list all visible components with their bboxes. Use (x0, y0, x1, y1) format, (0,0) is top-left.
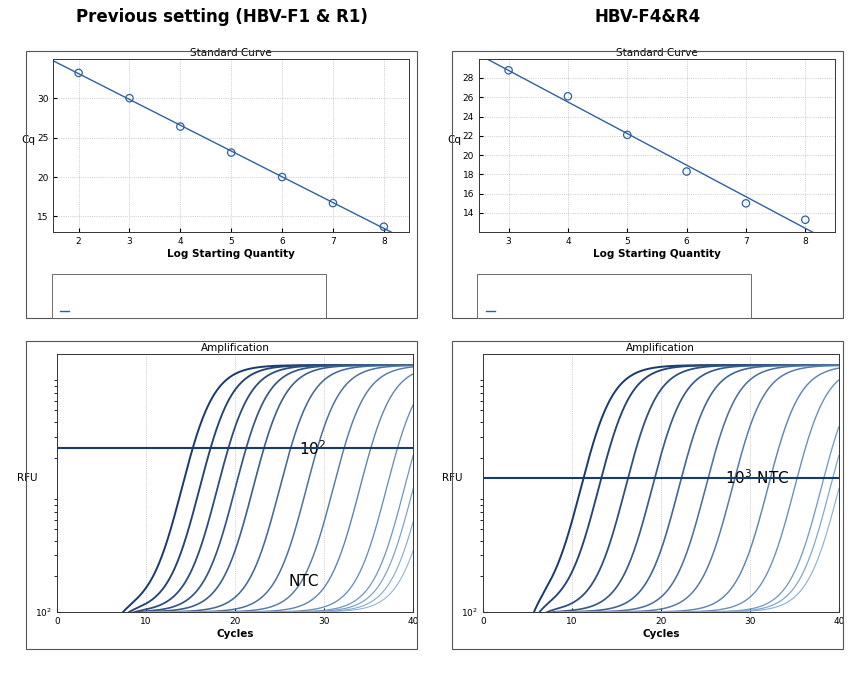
Y-axis label: RFU: RFU (16, 473, 37, 483)
Point (679, 166, 693, 177)
Point (739, 198, 752, 209)
Point (561, 91, 574, 101)
Text: Previous setting (HBV-F1 & R1): Previous setting (HBV-F1 & R1) (76, 8, 367, 26)
Point (501, 65, 515, 76)
Text: FAM  E=100.5% R^2=0.991 Slope=-3.311 y-int=38.979: FAM E=100.5% R^2=0.991 Slope=-3.311 y-in… (499, 308, 697, 314)
Point (275, 172, 289, 183)
Text: O: O (487, 280, 494, 289)
Point (377, 221, 390, 232)
Title: Amplification: Amplification (626, 343, 695, 353)
X-axis label: Log Starting Quantity: Log Starting Quantity (168, 249, 295, 259)
Title: Standard Curve: Standard Curve (616, 48, 697, 58)
Point (798, 214, 812, 225)
Title: Amplification: Amplification (200, 343, 269, 353)
Text: HBV-F4&R4: HBV-F4&R4 (594, 8, 700, 26)
X-axis label: Log Starting Quantity: Log Starting Quantity (593, 249, 721, 259)
Text: FAM  E=102.1% R^2=0.998 Slope=-3.272 y-int=39.753: FAM E=102.1% R^2=0.998 Slope=-3.272 y-in… (73, 308, 271, 314)
Y-axis label: Cq: Cq (447, 135, 461, 145)
X-axis label: Cycles: Cycles (217, 629, 254, 639)
Point (71, 68, 85, 78)
Text: NTC: NTC (289, 573, 319, 589)
Text: Unknown: Unknown (499, 293, 538, 302)
Point (326, 197, 340, 208)
Text: 10$^2$: 10$^2$ (299, 439, 327, 458)
Text: 10$^3$ NTC: 10$^3$ NTC (725, 468, 789, 487)
Text: Standard: Standard (499, 280, 537, 289)
Point (174, 121, 187, 132)
Text: X: X (488, 293, 493, 302)
Point (224, 147, 238, 158)
X-axis label: Cycles: Cycles (642, 629, 679, 639)
Text: X: X (62, 293, 67, 302)
Text: Unknown: Unknown (73, 293, 112, 302)
Point (620, 130, 634, 141)
Text: O: O (61, 280, 68, 289)
Y-axis label: RFU: RFU (442, 473, 463, 483)
Text: Standard: Standard (73, 280, 111, 289)
Title: Standard Curve: Standard Curve (190, 48, 272, 58)
Y-axis label: Cq: Cq (22, 135, 35, 145)
Point (123, 93, 137, 103)
